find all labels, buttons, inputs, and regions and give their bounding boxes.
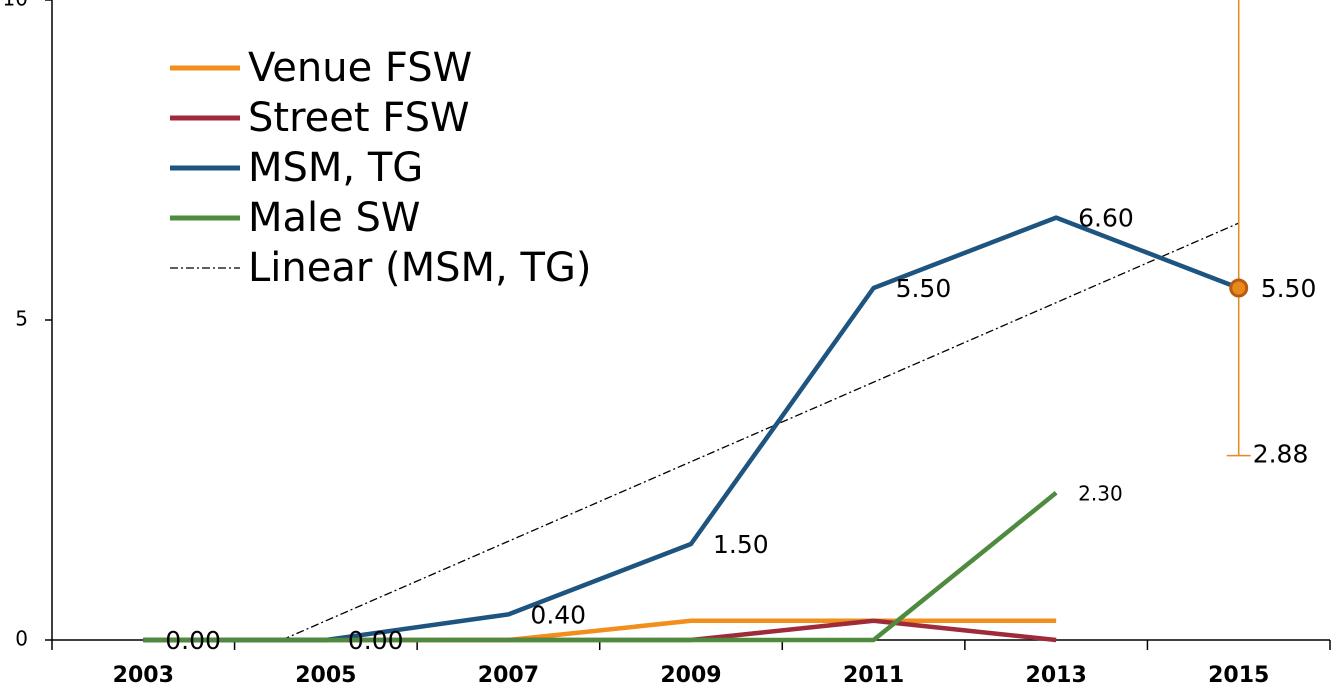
data-label: 0.40: [530, 600, 586, 629]
y-tick-label: 0: [15, 627, 28, 651]
x-tick-label: 2007: [478, 663, 539, 688]
error-label: 2.88: [1253, 440, 1309, 469]
legend-label: Street FSW: [248, 95, 470, 141]
legend-label: Linear (MSM, TG): [248, 245, 592, 291]
data-label: 5.50: [1261, 274, 1317, 303]
legend-label: Male SW: [248, 195, 420, 241]
data-label: 2.30: [1078, 481, 1123, 505]
series-line: [143, 491, 1058, 643]
legend-label: Venue FSW: [248, 45, 472, 91]
y-tick-label: 10: [3, 0, 28, 11]
data-label: 1.50: [713, 530, 769, 559]
y-tick-label: 5: [15, 307, 28, 331]
x-tick-label: 2015: [1208, 663, 1269, 688]
x-tick-label: 2003: [113, 663, 174, 688]
x-tick-label: 2009: [660, 663, 721, 688]
x-tick-label: 2005: [295, 663, 356, 688]
data-label: 6.60: [1078, 204, 1134, 233]
x-tick-label: 2013: [1026, 663, 1087, 688]
data-label: 0.00: [165, 626, 221, 655]
legend-label: MSM, TG: [248, 145, 423, 191]
data-label: 5.50: [896, 274, 952, 303]
trendline: [281, 222, 1239, 641]
data-label: 0.00: [348, 626, 404, 655]
x-tick-label: 2011: [843, 663, 904, 688]
marker: [1229, 278, 1249, 298]
